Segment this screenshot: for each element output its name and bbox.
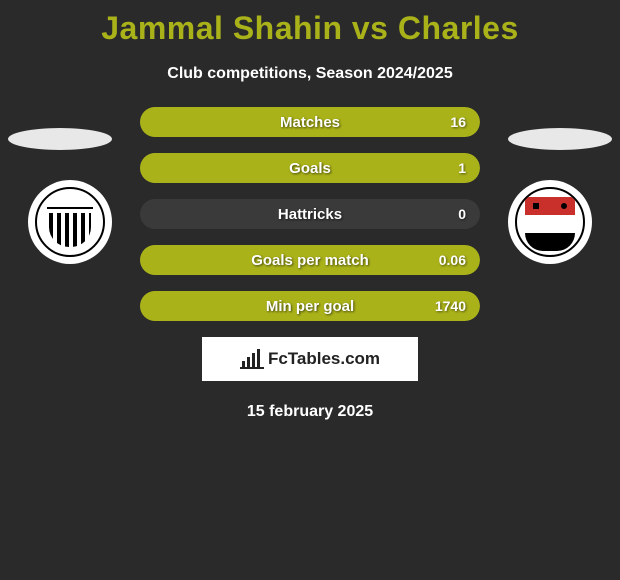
watermark: FcTables.com: [202, 337, 418, 381]
watermark-text: FcTables.com: [268, 349, 380, 369]
stat-value-right: 1740: [435, 291, 466, 321]
stat-row-matches: Matches 16: [140, 107, 480, 137]
stat-row-goals: Goals 1: [140, 153, 480, 183]
subtitle: Club competitions, Season 2024/2025: [0, 65, 620, 83]
stats-area: Matches 16 Goals 1 Hattricks 0 Goals per…: [0, 107, 620, 321]
stat-bar-right: [140, 245, 480, 275]
stat-value-right: 0.06: [439, 245, 466, 275]
stat-row-min-per-goal: Min per goal 1740: [140, 291, 480, 321]
stat-bar-right: [140, 107, 480, 137]
stat-bar-right: [140, 291, 480, 321]
stat-label: Hattricks: [140, 199, 480, 229]
bar-chart-icon: [240, 349, 264, 369]
stat-row-hattricks: Hattricks 0: [140, 199, 480, 229]
stat-row-goals-per-match: Goals per match 0.06: [140, 245, 480, 275]
page-title: Jammal Shahin vs Charles: [0, 0, 620, 47]
date: 15 february 2025: [0, 403, 620, 421]
stat-value-right: 0: [458, 199, 466, 229]
stat-bar-right: [140, 153, 480, 183]
stat-value-right: 16: [450, 107, 466, 137]
stat-value-right: 1: [458, 153, 466, 183]
